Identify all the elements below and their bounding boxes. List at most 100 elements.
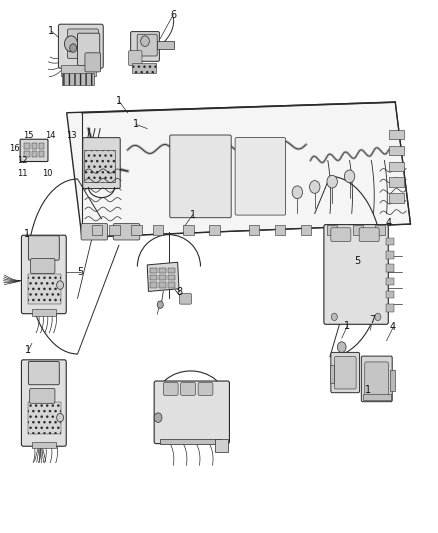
Polygon shape — [67, 102, 410, 237]
Bar — [389, 146, 404, 155]
Circle shape — [292, 186, 303, 199]
Bar — [209, 225, 220, 235]
Circle shape — [141, 36, 149, 46]
Text: 1: 1 — [48, 26, 54, 36]
FancyBboxPatch shape — [170, 135, 231, 217]
Circle shape — [57, 414, 64, 422]
Bar — [32, 143, 37, 149]
Bar — [39, 143, 45, 149]
Circle shape — [375, 313, 381, 320]
Text: 5: 5 — [354, 256, 360, 266]
Bar — [386, 278, 394, 285]
Bar — [110, 225, 120, 235]
Bar — [28, 402, 61, 433]
Text: 1: 1 — [116, 96, 122, 106]
FancyBboxPatch shape — [30, 389, 55, 403]
Text: 1: 1 — [25, 345, 32, 356]
Bar — [184, 225, 194, 235]
FancyBboxPatch shape — [21, 235, 66, 314]
FancyBboxPatch shape — [83, 138, 120, 189]
FancyBboxPatch shape — [365, 362, 389, 398]
Bar — [150, 275, 157, 280]
Circle shape — [310, 181, 320, 193]
FancyBboxPatch shape — [28, 361, 59, 385]
Bar — [390, 370, 395, 391]
Text: 13: 13 — [67, 131, 77, 140]
Bar — [389, 130, 404, 139]
FancyBboxPatch shape — [198, 383, 213, 395]
Text: 6: 6 — [170, 10, 177, 20]
Bar — [25, 151, 30, 157]
FancyBboxPatch shape — [361, 356, 392, 402]
Circle shape — [337, 342, 346, 352]
Bar — [150, 282, 157, 288]
Circle shape — [70, 44, 77, 52]
FancyBboxPatch shape — [67, 29, 99, 59]
Text: 5: 5 — [78, 267, 84, 277]
Text: 12: 12 — [17, 156, 28, 165]
Bar — [330, 365, 334, 383]
Bar — [386, 264, 394, 272]
Bar — [386, 238, 394, 245]
Bar — [132, 63, 156, 73]
Bar — [32, 151, 37, 157]
Bar — [389, 193, 404, 203]
Bar — [153, 225, 163, 235]
Bar — [386, 251, 394, 259]
FancyBboxPatch shape — [154, 381, 230, 443]
FancyBboxPatch shape — [334, 357, 356, 389]
Text: 4: 4 — [386, 218, 392, 228]
Bar — [84, 150, 115, 182]
Circle shape — [154, 413, 162, 422]
Bar — [32, 310, 56, 316]
Bar — [389, 177, 404, 187]
Text: 1: 1 — [133, 119, 139, 130]
Bar — [168, 268, 175, 273]
FancyBboxPatch shape — [78, 33, 100, 66]
Text: 1: 1 — [25, 229, 31, 239]
Bar — [386, 304, 394, 312]
Bar — [375, 225, 385, 235]
FancyBboxPatch shape — [21, 360, 66, 446]
FancyBboxPatch shape — [128, 51, 142, 66]
Bar — [389, 161, 404, 171]
FancyBboxPatch shape — [331, 352, 360, 393]
Text: 8: 8 — [177, 287, 183, 297]
Circle shape — [327, 175, 337, 188]
Text: 1: 1 — [365, 384, 371, 394]
Text: 7: 7 — [369, 314, 375, 325]
Bar — [92, 225, 102, 235]
Bar — [25, 143, 30, 149]
FancyBboxPatch shape — [180, 294, 191, 304]
FancyBboxPatch shape — [20, 139, 48, 161]
Bar — [353, 225, 364, 235]
Bar — [150, 268, 157, 273]
Bar — [28, 274, 61, 304]
Bar — [386, 291, 394, 298]
Bar — [215, 439, 228, 452]
FancyBboxPatch shape — [81, 223, 108, 240]
FancyBboxPatch shape — [85, 53, 101, 72]
FancyBboxPatch shape — [324, 224, 389, 324]
Text: 11: 11 — [17, 169, 28, 178]
Circle shape — [344, 170, 355, 183]
Text: 14: 14 — [45, 131, 55, 140]
Bar — [160, 439, 221, 444]
Bar — [157, 41, 174, 49]
Bar — [363, 394, 391, 400]
Text: 16: 16 — [9, 144, 20, 153]
FancyBboxPatch shape — [31, 259, 55, 273]
FancyBboxPatch shape — [331, 228, 351, 241]
Bar — [131, 225, 141, 235]
Bar — [327, 225, 337, 235]
FancyBboxPatch shape — [235, 138, 286, 215]
FancyBboxPatch shape — [181, 383, 195, 395]
Bar — [159, 275, 166, 280]
Circle shape — [57, 281, 64, 289]
FancyBboxPatch shape — [28, 236, 59, 260]
Text: 10: 10 — [42, 169, 52, 178]
Bar — [61, 65, 96, 76]
FancyBboxPatch shape — [113, 223, 140, 240]
Text: 4: 4 — [390, 322, 396, 333]
Text: 1: 1 — [344, 321, 350, 331]
